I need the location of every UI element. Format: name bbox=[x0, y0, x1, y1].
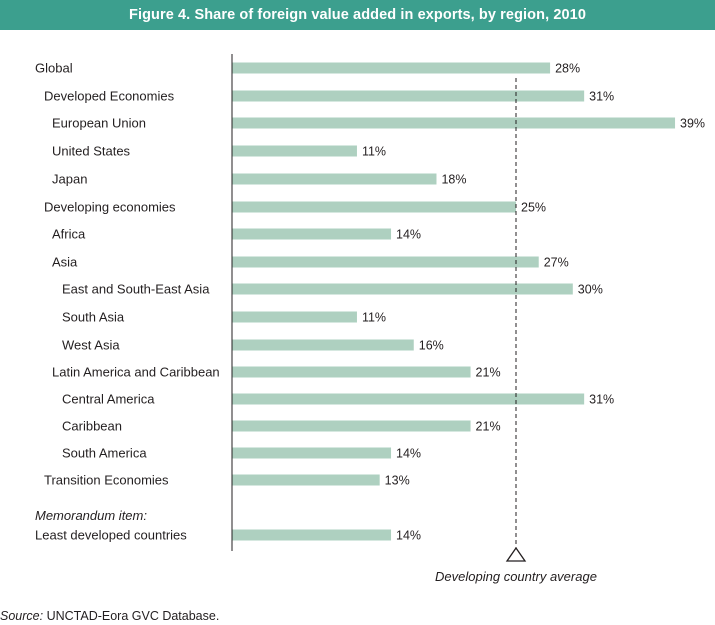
bar bbox=[232, 529, 392, 541]
bar bbox=[232, 201, 516, 213]
value-label: 21% bbox=[476, 420, 501, 434]
value-label: 31% bbox=[589, 90, 614, 104]
category-label: Caribbean bbox=[62, 419, 122, 434]
chart-title: Figure 4. Share of foreign value added i… bbox=[0, 0, 715, 30]
category-label: South America bbox=[62, 446, 147, 461]
value-label: 18% bbox=[441, 173, 466, 187]
category-label: Developing economies bbox=[44, 200, 176, 215]
value-label: 39% bbox=[680, 117, 705, 131]
bar bbox=[232, 283, 573, 295]
value-label: 30% bbox=[578, 283, 603, 297]
value-label: 11% bbox=[362, 145, 386, 159]
bar bbox=[232, 145, 357, 157]
value-label: 25% bbox=[521, 201, 546, 215]
category-label: Developed Economies bbox=[44, 89, 175, 104]
bar bbox=[232, 393, 585, 405]
category-label: Latin America and Caribbean bbox=[52, 365, 220, 380]
bar bbox=[232, 228, 392, 240]
value-label: 14% bbox=[396, 447, 421, 461]
category-label: European Union bbox=[52, 116, 146, 131]
bar bbox=[232, 311, 357, 323]
source-note: Source: UNCTAD-Eora GVC Database. bbox=[0, 609, 219, 623]
category-label: Least developed countries bbox=[35, 528, 187, 543]
bar bbox=[232, 117, 676, 129]
category-label: Transition Economies bbox=[44, 473, 169, 488]
bar-chart: Global 28% Developed Economies 31% European … bbox=[35, 54, 705, 584]
category-label: East and South-East Asia bbox=[62, 282, 210, 297]
bar bbox=[232, 474, 380, 486]
value-label: 14% bbox=[396, 529, 421, 543]
reference-label: Developing country average bbox=[435, 569, 597, 584]
memorandum-label: Memorandum item: bbox=[35, 508, 147, 523]
category-label: South Asia bbox=[62, 310, 125, 325]
reference-triangle-icon bbox=[505, 546, 527, 562]
bar bbox=[232, 62, 551, 74]
category-label: Global bbox=[35, 61, 73, 76]
category-label: Asia bbox=[52, 255, 78, 270]
bar bbox=[232, 256, 539, 268]
category-label: West Asia bbox=[62, 338, 120, 353]
value-label: 28% bbox=[555, 62, 580, 76]
value-label: 27% bbox=[544, 256, 569, 270]
bar bbox=[232, 339, 414, 351]
source-text: UNCTAD-Eora GVC Database. bbox=[46, 609, 220, 623]
category-label: Japan bbox=[52, 172, 87, 187]
value-label: 16% bbox=[419, 339, 444, 353]
value-label: 21% bbox=[476, 366, 501, 380]
category-label: Africa bbox=[52, 227, 86, 242]
bars-layer: Global 28% Developed Economies 31% European … bbox=[35, 61, 705, 543]
category-label: United States bbox=[52, 144, 131, 159]
value-label: 31% bbox=[589, 393, 614, 407]
bar bbox=[232, 447, 392, 459]
bar bbox=[232, 90, 585, 102]
value-label: 14% bbox=[396, 228, 421, 242]
bar bbox=[232, 366, 471, 378]
value-label: 13% bbox=[385, 474, 410, 488]
value-label: 11% bbox=[362, 311, 386, 325]
category-label: Central America bbox=[62, 392, 155, 407]
bar bbox=[232, 420, 471, 432]
bar bbox=[232, 173, 437, 185]
source-label: Source: bbox=[0, 609, 44, 623]
